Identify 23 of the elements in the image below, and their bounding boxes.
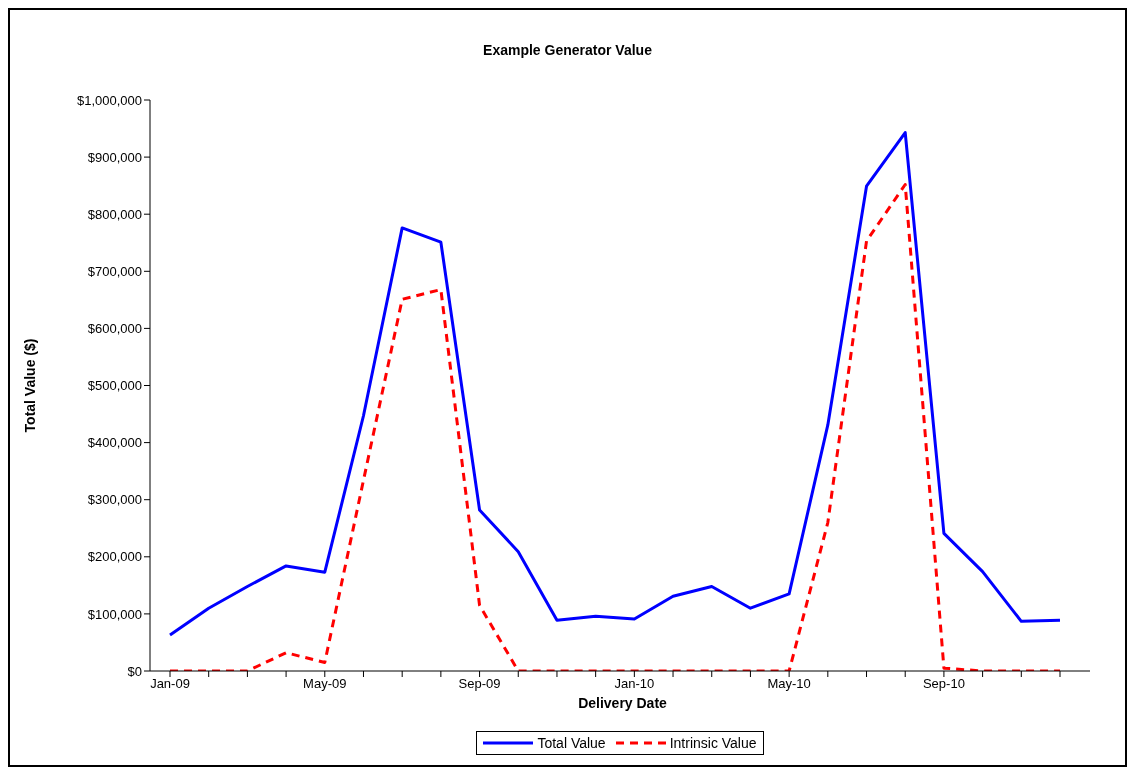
x-tick-label: May-09 <box>303 676 347 692</box>
x-tick-label: May-10 <box>767 676 811 692</box>
y-tick-label: $400,000 <box>87 435 142 451</box>
x-tick-label: Jan-10 <box>614 676 655 692</box>
x-tick-label: Sep-09 <box>458 676 501 692</box>
y-tick-label: $0 <box>127 663 142 679</box>
legend-label: Intrinsic Value <box>668 735 757 751</box>
x-tick-label: Sep-10 <box>922 676 965 692</box>
y-tick-label: $700,000 <box>87 263 142 279</box>
y-tick-label: $800,000 <box>87 206 142 222</box>
line-series <box>168 131 1062 637</box>
x-axis-title: Delivery Date <box>577 695 668 711</box>
y-tick-label: $900,000 <box>87 149 142 165</box>
y-tick-label: $600,000 <box>87 321 142 337</box>
y-tick-label: $1,000,000 <box>76 92 142 108</box>
chart-title: Example Generator Value <box>482 42 653 58</box>
legend-label: Total Value <box>536 735 606 751</box>
y-axis-title: Total Value ($) <box>21 338 38 433</box>
y-tick-label: $100,000 <box>87 606 142 622</box>
y-tick-label: $200,000 <box>87 549 142 565</box>
x-tick-label: Jan-09 <box>150 676 190 692</box>
y-tick-label: $500,000 <box>87 378 142 394</box>
y-tick-label: $300,000 <box>87 492 142 508</box>
